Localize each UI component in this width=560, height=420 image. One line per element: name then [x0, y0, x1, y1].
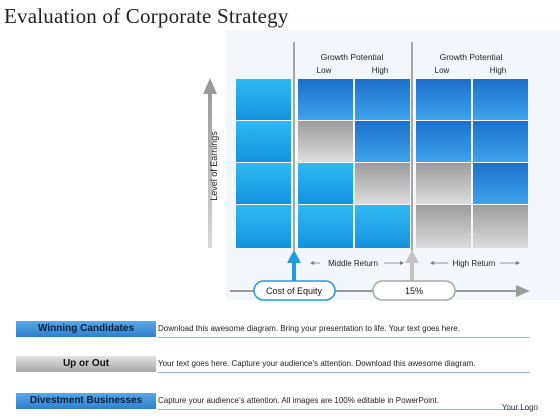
cell	[298, 205, 353, 248]
cell	[355, 79, 410, 120]
cell	[473, 121, 528, 162]
legend-row-up-or-out: Up or Out Your text goes here. Capture y…	[10, 351, 530, 379]
percent-label: 15%	[405, 286, 423, 296]
cell	[355, 121, 410, 162]
page-title: Evaluation of Corporate Strategy	[4, 4, 289, 28]
legend-divider	[158, 337, 530, 338]
cell	[416, 205, 471, 248]
cell	[236, 79, 291, 120]
percent-up-arrow	[405, 250, 419, 282]
high-right: High	[490, 66, 506, 75]
strategy-diagram: Level of Earnings Growth Potential Low H…	[203, 30, 560, 301]
cell	[416, 121, 471, 162]
logo-text: Your Logo	[501, 403, 538, 412]
middle-return-label: Middle Return	[328, 259, 378, 268]
legend-row-winning: Winning Candidates Download this awesome…	[10, 316, 530, 344]
cell	[355, 163, 410, 204]
y-axis-label: Level of Earnings	[209, 131, 219, 201]
legend-tag: Winning Candidates	[16, 321, 156, 337]
cell	[236, 205, 291, 248]
cell	[473, 163, 528, 204]
cell	[298, 79, 353, 120]
legend-text: Download this awesome diagram. Bring you…	[158, 324, 460, 333]
cell	[416, 79, 471, 120]
cost-of-equity-up-arrow	[287, 250, 301, 282]
low-right: Low	[435, 66, 450, 75]
cost-of-equity-pill	[253, 280, 336, 301]
legend-tag: Up or Out	[16, 356, 156, 372]
legend-divider	[158, 372, 530, 373]
y-axis-arrow	[203, 78, 217, 248]
cell	[298, 121, 353, 162]
legend-text: Your text goes here. Capture your audien…	[158, 359, 476, 368]
matrix-grid	[236, 79, 528, 248]
growth-potential-right: Growth Potential	[440, 52, 503, 62]
middle-return-span	[310, 261, 404, 265]
percent-pill	[372, 280, 456, 301]
legend-divider	[158, 409, 530, 410]
cell	[236, 163, 291, 204]
low-left: Low	[317, 66, 332, 75]
growth-potential-left: Growth Potential	[321, 52, 384, 62]
legend-row-divestment: Divestment Businesses Capture your audie…	[10, 388, 530, 416]
cell	[298, 163, 353, 204]
legend-text: Capture your audience’s attention. All i…	[158, 396, 439, 405]
cell	[416, 163, 471, 204]
cell	[355, 205, 410, 248]
cell	[473, 205, 528, 248]
high-return-span	[430, 261, 520, 265]
cell	[473, 79, 528, 120]
high-left: High	[372, 66, 388, 75]
high-return-label: High Return	[453, 259, 496, 268]
cell	[236, 121, 291, 162]
legend-tag: Divestment Businesses	[16, 393, 156, 409]
cost-of-equity-label: Cost of Equity	[266, 286, 323, 296]
